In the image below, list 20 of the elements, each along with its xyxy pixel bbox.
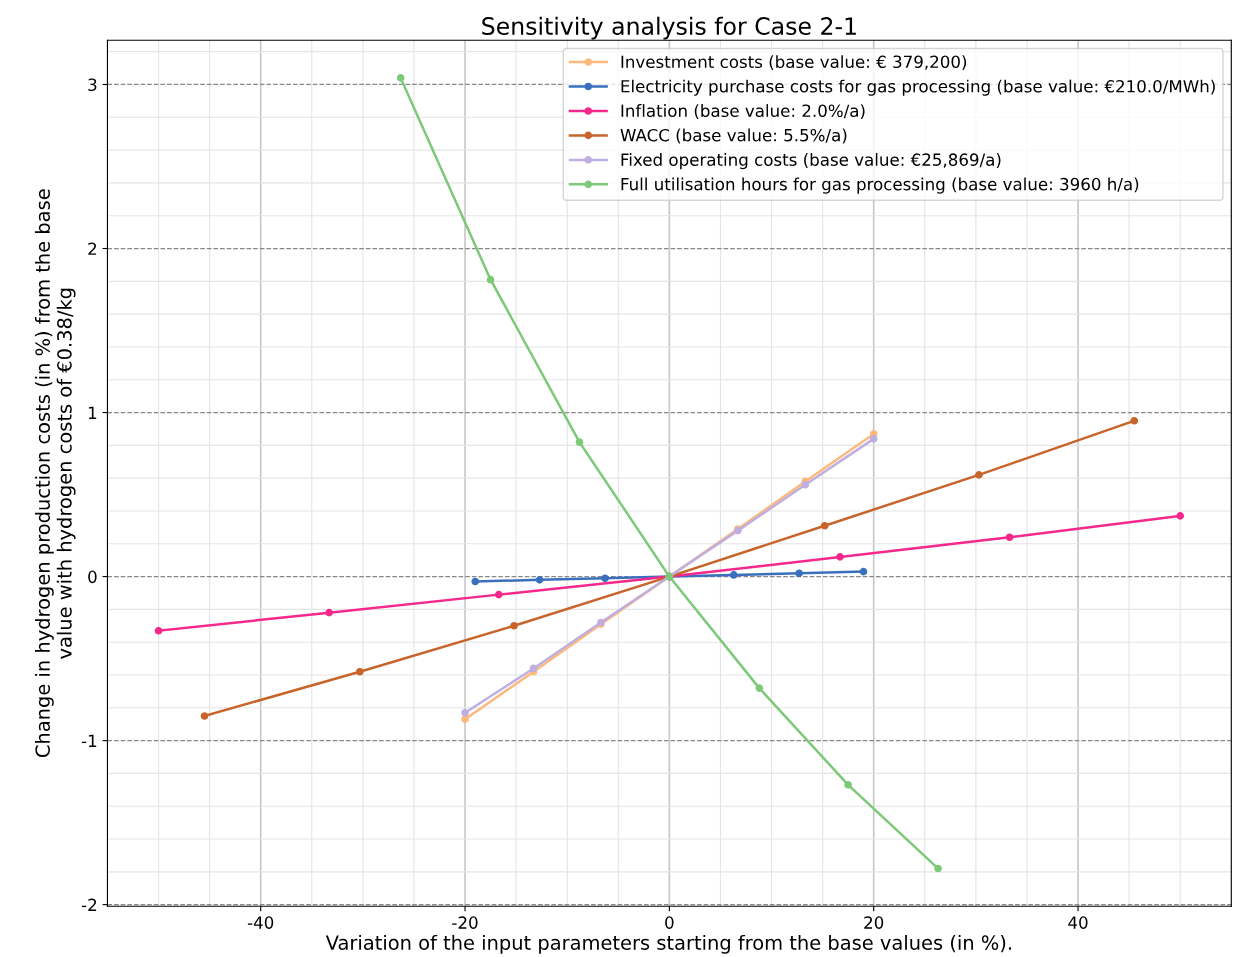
y-tick-label: -1 bbox=[81, 734, 97, 747]
y-tick-label: 0 bbox=[88, 570, 97, 584]
y-tick-label: 1 bbox=[88, 406, 97, 419]
legend-label: Fixed operating costs (base value: €25,869/a) bbox=[621, 153, 1001, 170]
y-axis-title: Change in hydrogen production costs (in %) from the base value with hydrogen costs of €0.38/kg bbox=[34, 189, 76, 758]
legend-label: Investment costs (base value: € 379,200) bbox=[621, 55, 967, 71]
x-tick-label: 20 bbox=[864, 916, 884, 929]
chart-title: Sensitivity analysis for Case 2-1 bbox=[482, 16, 856, 40]
legend-label: Full utilisation hours for gas processing (base value: 3960 h/a) bbox=[621, 177, 1139, 194]
legend-label: Electricity purchase costs for gas processing (base value: €210.0/MWh) bbox=[621, 79, 1215, 96]
y-tick-label: 2 bbox=[88, 242, 97, 255]
x-tick-label: -20 bbox=[452, 916, 478, 929]
x-axis-title: Variation of the input parameters starting from the base values (in %). bbox=[325, 934, 1011, 954]
legend-label: Inflation (base value: 2.0%/a) bbox=[621, 104, 865, 119]
x-tick-label: 0 bbox=[665, 916, 674, 929]
x-tick-label: 40 bbox=[1068, 916, 1088, 929]
legend-label: WACC (base value: 5.5%/a) bbox=[620, 128, 847, 144]
x-tick-label: -40 bbox=[247, 916, 274, 929]
y-tick-label: -2 bbox=[81, 898, 97, 911]
y-tick-label: 3 bbox=[88, 78, 97, 92]
